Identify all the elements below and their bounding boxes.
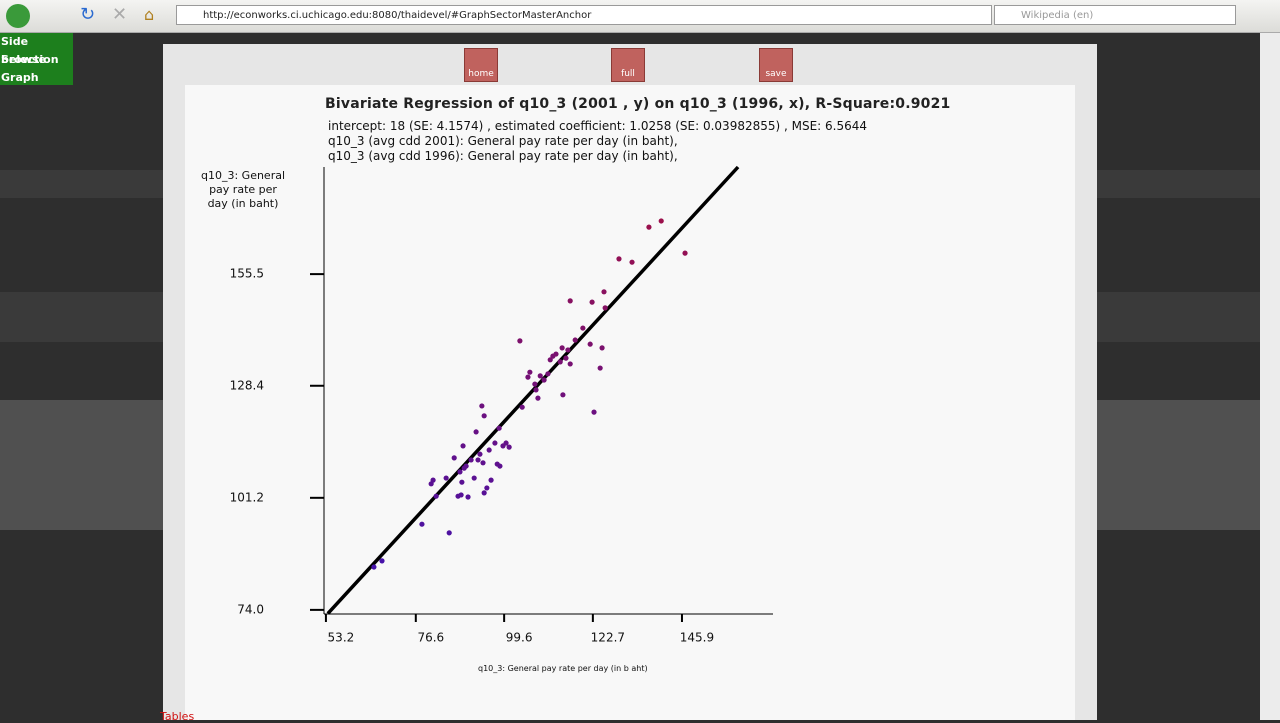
home-button[interactable]: home (464, 48, 498, 82)
chart-subtitle: q10_3 (avg cdd 2001): General pay rate p… (328, 134, 678, 148)
full-button[interactable]: full (611, 48, 645, 82)
save-button[interactable]: save (759, 48, 793, 82)
browser-toolbar: ↻ ✕ ⌂ http://econworks.ci.uchicago.edu:8… (0, 0, 1280, 33)
sidebar-item[interactable]: Selection (1, 53, 59, 66)
scrollbar[interactable] (1260, 33, 1280, 720)
address-bar[interactable]: http://econworks.ci.uchicago.edu:8080/th… (176, 5, 992, 25)
chart-subtitle: q10_3 (avg cdd 1996): General pay rate p… (328, 149, 678, 163)
sidebar-item[interactable]: Graph (1, 71, 39, 84)
x-axis-label: q10_3: General pay rate per day (in b ah… (478, 664, 648, 673)
search-box[interactable]: Wikipedia (en) (994, 5, 1236, 25)
chart-title: Bivariate Regression of q10_3 (2001 , y)… (325, 96, 951, 112)
chart-panel (185, 85, 1075, 720)
stop-button[interactable]: ✕ (112, 4, 128, 25)
chart-subtitle: intercept: 18 (SE: 4.1574) , estimated c… (328, 119, 868, 133)
tab-label[interactable]: Tables (160, 710, 195, 723)
y-axis-label: q10_3: General pay rate per day (in baht… (200, 169, 286, 210)
reload-button[interactable]: ↻ (80, 4, 96, 25)
sidebar-item[interactable]: Side browse (1, 35, 47, 66)
back-button[interactable] (6, 4, 30, 28)
sidebar: Side browse Selection Graph (0, 33, 73, 85)
home-button[interactable]: ⌂ (144, 5, 155, 24)
